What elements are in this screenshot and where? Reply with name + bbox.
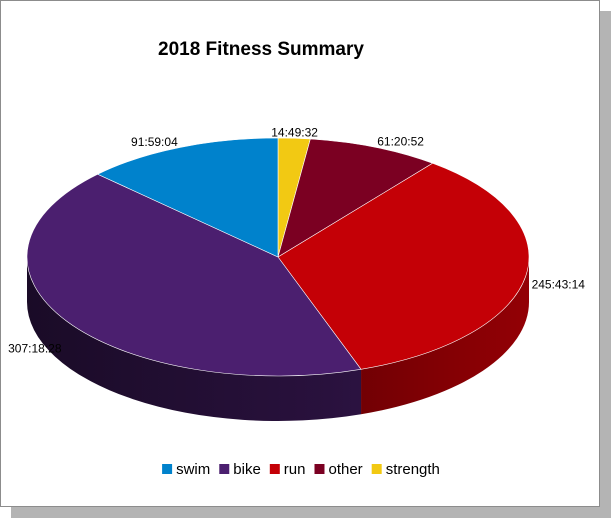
legend-label-run: run <box>284 461 306 478</box>
pie-slices <box>26 137 530 377</box>
data-label-bike: 307:18:28 <box>8 342 62 356</box>
legend-swatch-other <box>314 464 325 474</box>
legend-swatch-run <box>269 464 280 474</box>
pie-side-bike <box>27 257 362 422</box>
legend-label-strength: strength <box>386 461 440 478</box>
chart-frame: 2018 Fitness Summary 14:49:32 61:20:52 245… <box>0 0 600 507</box>
legend: swim bike run other strength <box>162 461 440 478</box>
pie-sides <box>27 257 529 422</box>
legend-label-swim: swim <box>176 461 210 478</box>
legend-swatch-bike <box>219 464 230 474</box>
pie-slice-swim <box>97 137 279 258</box>
data-label-other: 61:20:52 <box>377 135 424 149</box>
pie-slice-bike <box>26 173 362 377</box>
data-label-strength: 14:49:32 <box>271 125 318 139</box>
chart-title: 2018 Fitness Summary <box>158 39 364 60</box>
legend-swatch-swim <box>162 464 173 474</box>
data-labels: 14:49:32 61:20:52 245:43:14 307:18:28 91:59:… <box>8 125 585 355</box>
legend-label-bike: bike <box>233 461 261 478</box>
pie-side-run <box>361 257 529 415</box>
data-label-swim: 91:59:04 <box>131 135 178 149</box>
data-label-run: 245:43:14 <box>532 278 586 292</box>
pie-chart: 2018 Fitness Summary 14:49:32 61:20:52 245… <box>8 39 585 478</box>
pie-slice-other <box>277 138 434 258</box>
legend-label-other: other <box>328 461 362 478</box>
pie-slice-run <box>277 162 530 370</box>
legend-swatch-strength <box>371 464 382 474</box>
